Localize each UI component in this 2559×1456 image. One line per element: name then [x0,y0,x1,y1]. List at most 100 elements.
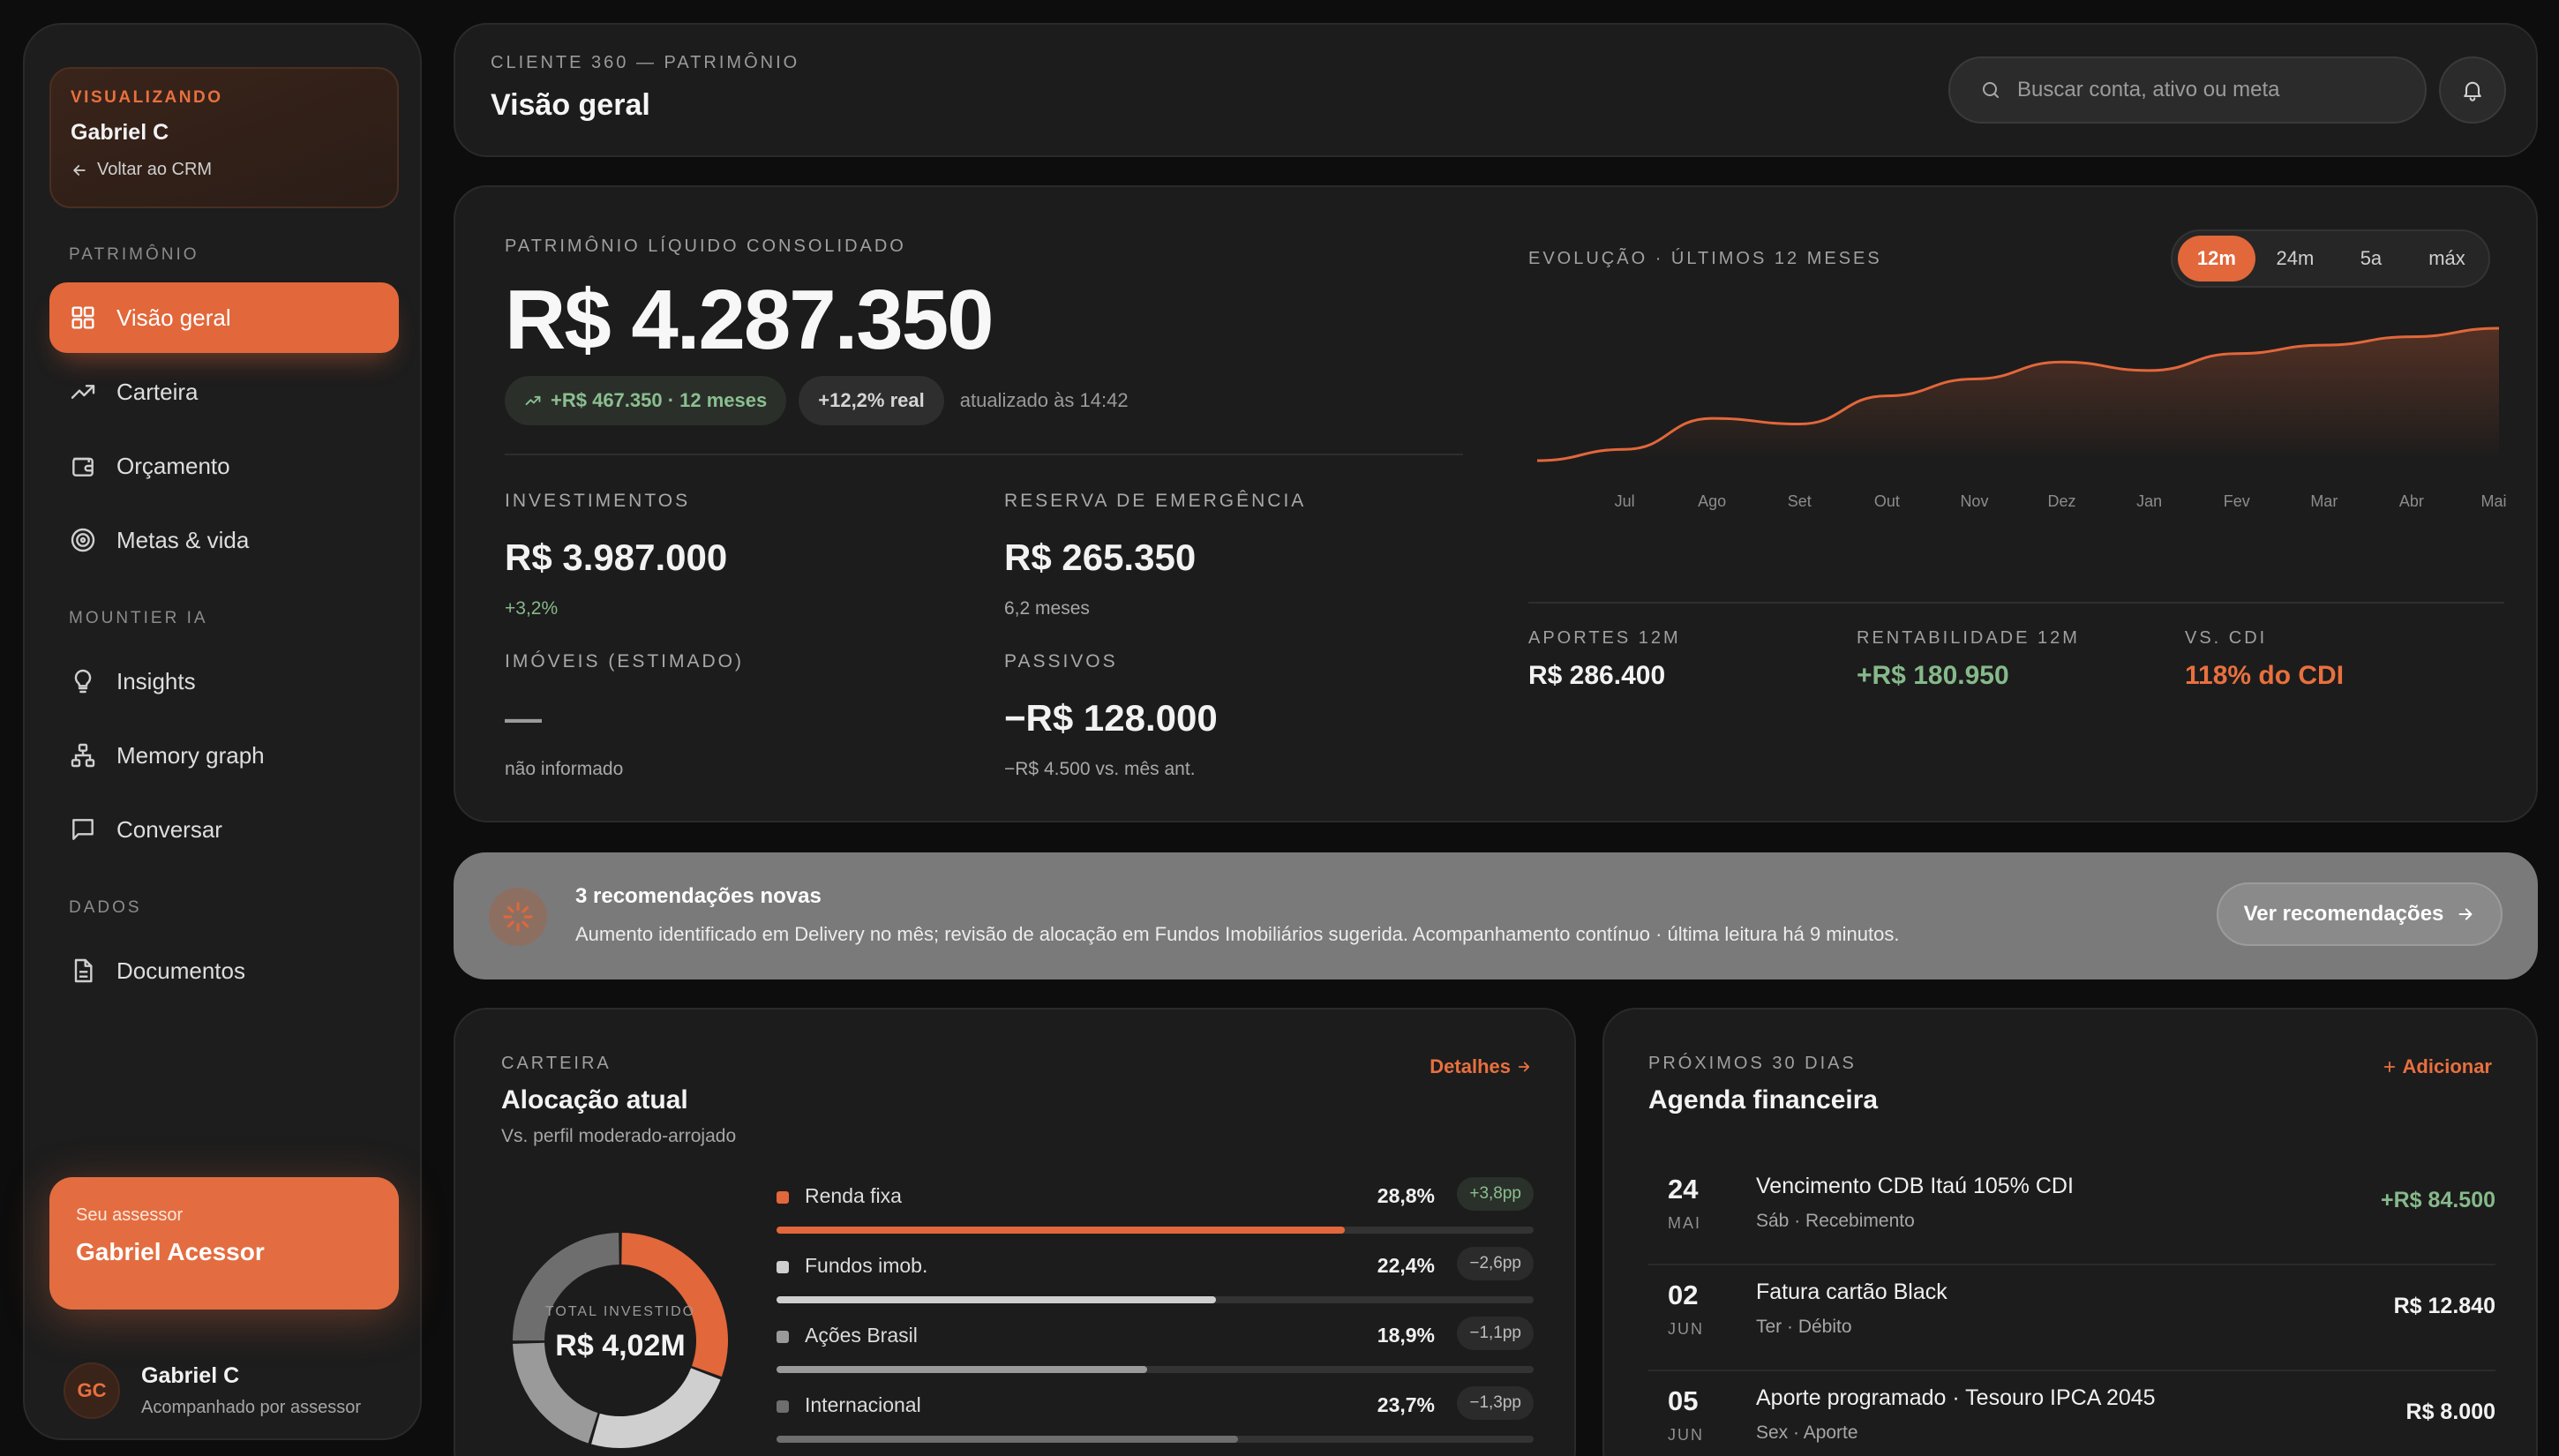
x-tick-label: Fev [2224,492,2250,510]
sidebar-item-orcamento[interactable]: Orçamento [49,431,399,501]
viewing-label: VISUALIZANDO [71,88,223,107]
donut-total-value: R$ 4,02M [555,1329,686,1362]
allocation-pct: 23,7% [1377,1393,1435,1416]
x-tick-label: Mar [2310,492,2338,510]
x-tick-label: Jan [2136,492,2162,510]
bell-icon [2464,81,2481,101]
event-amount: R$ 8.000 [2405,1400,2495,1424]
legend-dot [777,1400,789,1413]
event-amount: +R$ 84.500 [2381,1188,2495,1212]
allocation-row-renda-fixa[interactable]: Renda fixa 28,8% +3,8pp [777,1177,1534,1253]
range-tab-12m[interactable]: 12m [2178,236,2255,281]
arrow-right-icon [1518,1062,1530,1072]
event-day: 05 [1668,1385,1699,1416]
range-tab-24m[interactable]: 24m [2276,247,2315,269]
details-link[interactable]: Detalhes [1430,1055,1532,1078]
allocation-row-fundos-imob[interactable]: Fundos imob. 22,4% −2,6pp [777,1247,1534,1323]
metric-label: RESERVA DE EMERGÊNCIA [1004,491,1307,511]
target-icon [71,528,95,552]
document-icon [74,958,93,983]
trending-up-icon [71,385,95,399]
agenda-title: Agenda financeira [1648,1085,1879,1115]
metric-label: PASSIVOS [1004,651,1118,672]
legend-dot [777,1331,789,1343]
metric-sub: não informado [505,759,624,779]
kpi-rentabilidade: RENTABILIDADE 12M +R$ 180.950 [1857,628,2080,691]
arrow-left-icon [73,164,86,176]
allocation-label: CARTEIRA [501,1054,612,1073]
sidebar-item-visao-geral[interactable]: Visão geral [49,282,399,353]
agenda-event[interactable]: 24 MAI Vencimento CDB Itaú 105% CDI Sáb … [1648,1161,2495,1265]
add-event-button[interactable]: Adicionar [2382,1055,2492,1078]
event-amount: R$ 12.840 [2393,1294,2495,1318]
allocation-title: Alocação atual [501,1085,688,1115]
sidebar-item-label: Metas & vida [116,526,250,553]
metric-label: INVESTIMENTOS [505,491,691,511]
allocation-fill [777,1227,1345,1234]
sidebar-item-metas[interactable]: Metas & vida [49,505,399,575]
sidebar-item-memory-graph[interactable]: Memory graph [49,720,399,791]
event-subtitle: Sáb · Recebimento [1756,1211,1915,1231]
sparkle-icon [489,888,547,946]
change-badge: +R$ 467.350 · 12 meses [505,376,787,425]
event-day: 24 [1668,1174,1699,1205]
metric-investimentos: INVESTIMENTOS R$ 3.987.000 +3,2% [505,491,727,619]
metric-imoveis: IMÓVEIS (ESTIMADO) — não informado [505,651,744,780]
event-title: Fatura cartão Black [1756,1280,1947,1304]
trending-up-icon [525,395,541,406]
donut-center: TOTAL INVESTIDO R$ 4,02M [510,1304,731,1363]
grid-icon [71,306,94,329]
range-tab-max[interactable]: máx [2428,247,2465,269]
evolution-chart: Jul Ago Set Out Nov Dez Jan Fev Mar Abr Mai [1536,326,2507,510]
metric-value: R$ 265.350 [1004,537,1197,578]
current-user[interactable]: GC Gabriel C Acompanhado por assessor [64,1362,361,1419]
search-box[interactable] [1948,56,2427,124]
updated-time: atualizado às 14:42 [959,389,1129,411]
event-day: 02 [1668,1280,1699,1310]
search-input[interactable] [2017,78,2405,102]
notifications-button[interactable] [2439,56,2506,124]
sidebar-item-carteira[interactable]: Carteira [49,356,399,427]
kpi-value: +R$ 180.950 [1857,661,2009,690]
x-tick-label: Abr [2399,492,2424,510]
x-tick-label: Jul [1615,492,1635,510]
agenda-event[interactable]: 05 JUN Aporte programado · Tesouro IPCA … [1648,1373,2495,1456]
wallet-icon [72,457,94,477]
allocation-fill [777,1366,1148,1373]
sidebar-item-documentos[interactable]: Documentos [49,935,399,1006]
banner-title: 3 recomendações novas [575,884,822,908]
avatar: GC [64,1362,120,1419]
search-icon [1983,82,1999,98]
view-recommendations-button[interactable]: Ver recomendações [2217,882,2503,946]
back-to-crm-link[interactable]: Voltar ao CRM [71,160,378,180]
allocation-row-internacional[interactable]: Internacional 23,7% −1,3pp [777,1386,1534,1456]
sidebar: VISUALIZANDO Gabriel C Voltar ao CRM PAT… [23,23,422,1440]
patrimonio-total: R$ 4.287.350 [505,273,994,367]
x-tick-label: Ago [1698,492,1726,510]
advisor-card[interactable]: Seu assessor Gabriel Acessor [49,1177,399,1310]
donut-total-label: TOTAL INVESTIDO [544,1304,696,1319]
range-tab-5a[interactable]: 5a [2360,247,2383,269]
sidebar-item-label: Conversar [116,815,222,843]
allocation-row-acoes-brasil[interactable]: Ações Brasil 18,9% −1,1pp [777,1317,1534,1392]
kpi-label: VS. CDI [2185,628,2268,648]
allocation-track [777,1227,1534,1234]
allocation-fill [777,1436,1239,1443]
sidebar-item-conversar[interactable]: Conversar [49,794,399,865]
sidebar-item-label: Visão geral [116,304,231,331]
legend-dot [777,1191,789,1204]
back-to-crm-label: Voltar ao CRM [97,160,213,179]
metric-sub: −R$ 4.500 vs. mês ant. [1004,759,1196,779]
metric-reserva: RESERVA DE EMERGÊNCIA R$ 265.350 6,2 mes… [1004,491,1306,619]
event-month: JUN [1668,1320,1704,1338]
page-title: Visão geral [491,88,650,122]
sidebar-item-insights[interactable]: Insights [49,646,399,717]
allocation-name: Fundos imob. [805,1254,928,1277]
real-return-badge: +12,2% real [799,376,944,425]
agenda-event[interactable]: 02 JUN Fatura cartão Black Ter · Débito … [1648,1267,2495,1371]
patrimonio-label: PATRIMÔNIO LÍQUIDO CONSOLIDADO [505,236,906,256]
sidebar-item-label: Memory graph [116,741,265,769]
allocation-card: CARTEIRA Alocação atual Vs. perfil moder… [454,1008,1576,1456]
banner-text: Aumento identificado em Delivery no mês;… [575,923,1900,945]
recommendations-banner: 3 recomendações novas Aumento identifica… [454,852,2538,979]
